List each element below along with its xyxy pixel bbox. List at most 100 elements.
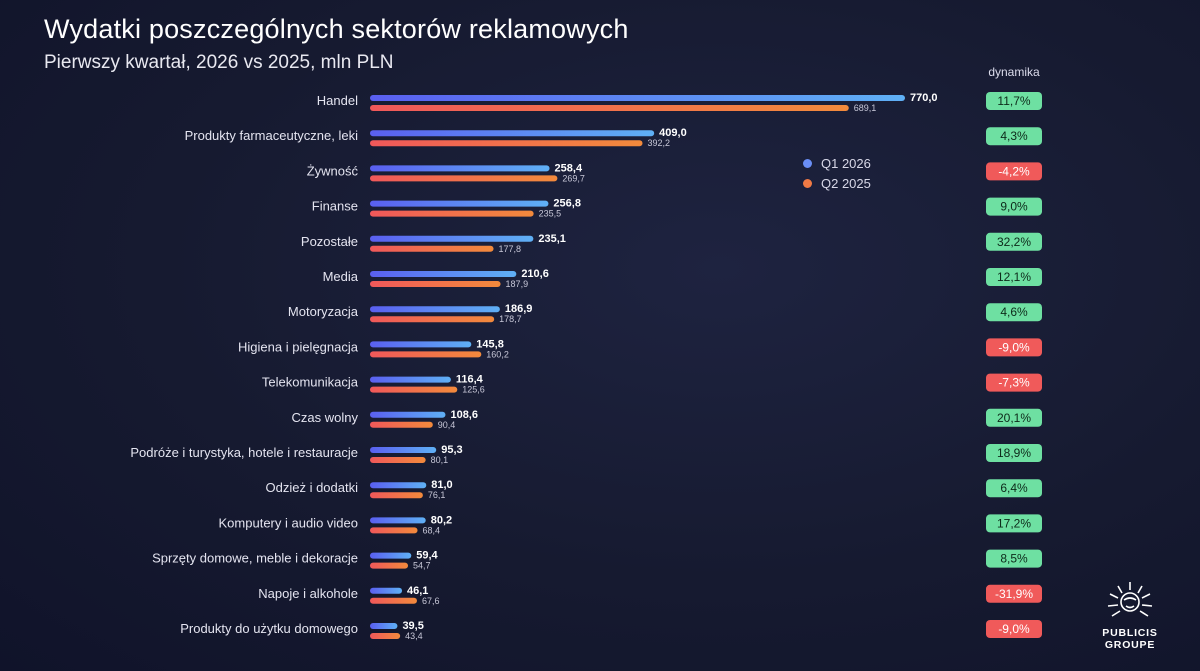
value-label-q2-2025: 235,5 [539,209,562,219]
chart-title: Wydatki poszczególnych sektorów reklamow… [44,14,629,44]
chart-legend: Q1 2026 Q2 2025 [803,153,871,193]
bar-q2-2025 [370,421,433,428]
dynamics-badge [986,408,1042,427]
value-label-q2-2025: 67,6 [422,596,440,606]
dynamics-value: -31,9% [995,587,1033,601]
dynamics-badge [986,620,1042,638]
bar-q2-2025 [370,210,534,217]
bar-q2-2025 [370,316,495,323]
category-label: Podróże i turystyka, hotele i restauracj… [130,445,358,460]
legend-item-q2-2025: Q2 2025 [803,173,871,193]
dynamics-badge [986,162,1042,181]
dynamics-badge [986,232,1042,251]
legend-dot-blue-icon [803,158,812,168]
category-label: Napoje i alkohole [258,586,358,601]
dynamics-value: 32,2% [997,235,1031,249]
bar-q2-2025 [370,281,501,287]
bar-q1-2026 [370,517,426,524]
bar-q2-2025 [370,351,482,358]
value-label-q1-2026: 81,0 [431,479,452,491]
value-label-q1-2026: 39,5 [402,620,423,632]
dynamics-value: 20,1% [997,411,1031,425]
value-label-q2-2025: 178,7 [499,314,522,324]
category-label: Motoryzacja [288,304,359,319]
bar-q2-2025 [370,105,849,111]
publicis-lion-icon [1107,582,1153,617]
bar-q1-2026 [370,200,549,207]
dynamics-badge [986,268,1042,286]
value-label-q2-2025: 187,9 [506,279,529,289]
dynamics-badge [986,514,1042,533]
value-label-q1-2026: 770,0 [910,92,938,104]
dynamics-value: -9,0% [998,340,1030,354]
value-label-q1-2026: 186,9 [505,303,533,315]
value-label-q2-2025: 177,8 [499,244,522,254]
value-label-q2-2025: 160,2 [486,349,509,359]
dynamics-value: 4,3% [1000,129,1028,143]
bar-q1-2026 [370,165,550,172]
dynamics-badge [986,479,1042,498]
dynamics-value: 8,5% [1000,552,1028,566]
value-label-q2-2025: 80,1 [431,455,449,465]
category-label: Higiena i pielęgnacja [238,339,359,354]
bar-q2-2025 [370,527,418,534]
dynamics-header: dynamika [988,65,1040,79]
bar-q1-2026 [370,341,472,348]
bar-q2-2025 [370,140,643,147]
value-label-q1-2026: 256,8 [553,198,581,210]
bar-q2-2025 [370,633,401,639]
dynamics-badge [986,584,1042,603]
legend-dot-orange-icon [803,178,812,188]
bar-q1-2026 [370,411,446,418]
value-label-q1-2026: 409,0 [659,127,687,139]
dynamics-value: 18,9% [997,446,1031,460]
logo-text-groupe: GROUPE [1104,639,1156,651]
value-label-q2-2025: 90,4 [438,420,456,430]
value-label-q1-2026: 95,3 [441,444,462,456]
bar-q1-2026 [370,376,451,383]
logo-text-publicis: PUBLICIS [1102,627,1158,639]
dynamics-value: 11,7% [997,94,1030,108]
bar-q1-2026 [370,482,427,489]
category-label: Pozostałe [301,234,358,249]
value-label-q1-2026: 59,4 [416,550,438,562]
dynamics-badge [986,303,1042,322]
dynamics-badge [986,92,1042,110]
bar-q1-2026 [370,306,500,313]
dynamics-value: 6,4% [1000,481,1028,495]
category-label: Media [323,269,359,284]
bar-q1-2026 [370,587,403,594]
category-label: Produkty do użytku domowego [180,621,358,636]
dynamics-badge [986,444,1042,462]
value-label-q2-2025: 76,1 [428,490,446,500]
value-label-q1-2026: 235,1 [538,233,566,245]
value-label-q2-2025: 269,7 [562,173,585,183]
value-label-q2-2025: 54,7 [413,561,431,571]
bar-q2-2025 [370,386,458,393]
value-label-q1-2026: 210,6 [521,268,549,280]
category-label: Finanse [312,199,358,214]
bar-q2-2025 [370,597,417,604]
dynamics-value: 9,0% [1000,200,1028,214]
bar-q2-2025 [370,492,423,499]
legend-label: Q1 2026 [821,155,871,171]
dynamics-badge [986,373,1042,392]
value-label-q2-2025: 689,1 [854,103,877,113]
value-label-q1-2026: 80,2 [431,514,452,526]
category-label: Telekomunikacja [262,375,359,390]
bar-q1-2026 [370,623,398,629]
bar-q1-2026 [370,447,437,453]
legend-item-q1-2026: Q1 2026 [803,153,871,173]
category-label: Komputery i audio video [219,515,358,530]
value-label-q1-2026: 258,4 [555,162,583,174]
bar-q2-2025 [370,457,426,463]
dynamics-value: -9,0% [998,622,1030,636]
dynamics-badge [986,127,1042,146]
category-label: Handel [317,93,358,108]
dynamics-badge [986,197,1042,216]
dynamics-value: 17,2% [997,516,1031,530]
bar-q1-2026 [370,271,517,277]
value-label-q2-2025: 125,6 [462,385,485,395]
value-label-q1-2026: 145,8 [476,338,504,350]
